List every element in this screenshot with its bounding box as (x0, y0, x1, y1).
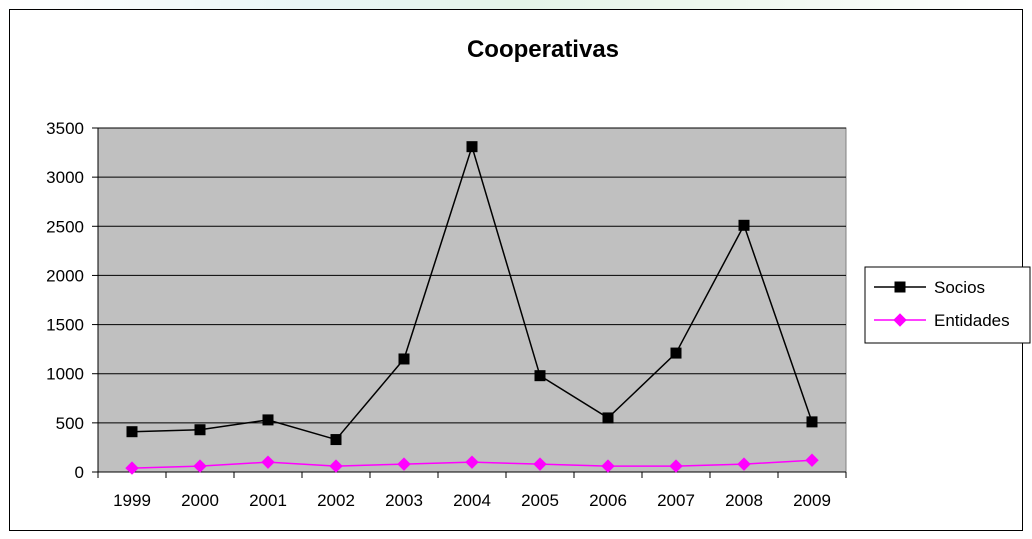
data-point-socios (534, 370, 546, 382)
y-tick-label: 1000 (46, 365, 84, 384)
data-point-entidades (669, 459, 683, 473)
legend-marker-entidades (893, 313, 907, 327)
y-tick-label: 0 (75, 463, 84, 482)
data-point-entidades (125, 461, 139, 475)
y-tick-label: 2500 (46, 217, 84, 236)
y-tick-label: 500 (56, 414, 84, 433)
y-tick-label: 2000 (46, 266, 84, 285)
data-point-socios (398, 353, 410, 365)
plot-area (97, 127, 847, 473)
x-tick-label: 2004 (453, 491, 491, 510)
x-tick-label: 1999 (113, 491, 151, 510)
data-point-socios (126, 426, 138, 438)
x-tick-label: 2003 (385, 491, 423, 510)
data-point-socios (602, 412, 614, 424)
data-point-socios (330, 434, 342, 446)
data-point-socios (262, 414, 274, 426)
data-point-socios (194, 424, 206, 436)
y-tick-label: 1500 (46, 316, 84, 335)
x-tick-label: 2000 (181, 491, 219, 510)
x-tick-label: 2006 (589, 491, 627, 510)
data-point-socios (670, 347, 682, 359)
legend: Socios Entidades (864, 266, 1031, 344)
x-tick-label: 2009 (793, 491, 831, 510)
legend-marker-socios (894, 281, 906, 293)
x-tick-label: 2005 (521, 491, 559, 510)
x-tick-label: 2001 (249, 491, 287, 510)
chart-title: Cooperativas (467, 36, 619, 63)
data-point-entidades (805, 453, 819, 467)
x-tick-label: 2008 (725, 491, 763, 510)
x-tick-label: 2002 (317, 491, 355, 510)
data-point-entidades (329, 459, 343, 473)
data-point-socios (738, 219, 750, 231)
data-point-entidades (397, 457, 411, 471)
data-point-socios (466, 141, 478, 153)
data-point-entidades (465, 455, 479, 469)
legend-label-socios: Socios (934, 278, 985, 297)
data-point-entidades (737, 457, 751, 471)
data-point-socios (806, 416, 818, 428)
legend-box (864, 266, 1031, 344)
y-tick-label: 3000 (46, 168, 84, 187)
plot-area-group: 0 500 1000 1500 2000 2500 3000 3500 1999 2000 2001… (46, 119, 847, 510)
legend-label-entidades: Entidades (934, 311, 1010, 330)
data-point-entidades (193, 459, 207, 473)
data-point-entidades (601, 459, 615, 473)
x-tick-label: 2007 (657, 491, 695, 510)
data-point-entidades (261, 455, 275, 469)
y-tick-label: 3500 (46, 119, 84, 138)
data-point-entidades (533, 457, 547, 471)
